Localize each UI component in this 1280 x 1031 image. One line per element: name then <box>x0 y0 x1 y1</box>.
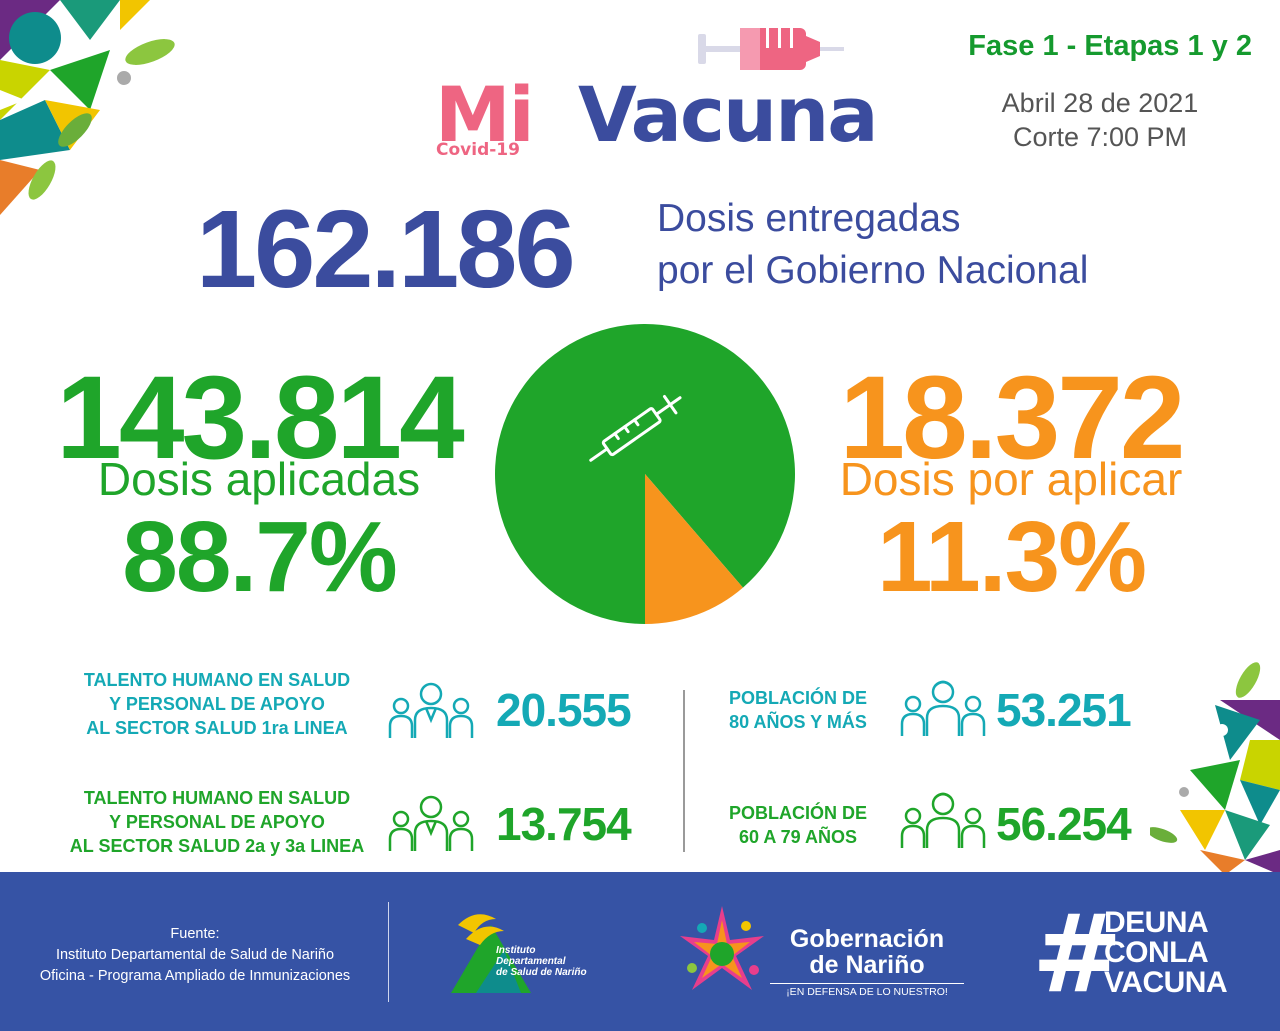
source-line2: Oficina - Programa Ampliado de Inmunizac… <box>39 968 351 984</box>
footer-divider <box>388 902 389 1002</box>
logo-mi-text: Mi <box>435 70 535 159</box>
footer-bar <box>0 872 1280 1031</box>
stat-label-line: POBLACIÓN DE <box>728 803 867 823</box>
gobernacion-star-icon <box>680 906 764 990</box>
decorative-pattern-top-left <box>0 0 175 215</box>
stat-label-line: TALENTO HUMANO EN SALUD <box>83 670 351 690</box>
hashtag-line: DEUNA <box>1104 906 1209 939</box>
stat-label-line: POBLACIÓN DE <box>728 688 867 708</box>
gobernacion-title: Gobernación de Nariño <box>772 926 962 978</box>
doses-pie-chart <box>495 324 795 624</box>
pie-slice-pending <box>645 474 743 624</box>
stat-health-second-third-line-value: 13.754 <box>496 798 632 850</box>
stat-population-80-plus-value: 53.251 <box>996 684 1132 736</box>
elderly-people-icon <box>900 792 986 848</box>
phase-title: Fase 1 - Etapas 1 y 2 <box>968 30 1252 62</box>
hashtag-line: VACUNA <box>1104 966 1228 999</box>
stats-divider <box>683 690 685 852</box>
syringe-pie-icon <box>589 394 682 462</box>
hash-symbol: # <box>1032 892 1123 1017</box>
mivacuna-logo: Mi Vacuna Covid-19 <box>430 18 878 168</box>
gobernacion-narino-logo: Gobernación de Nariño ¡EN DEFENSA DE LO … <box>672 898 972 1013</box>
elderly-people-icon <box>900 680 986 736</box>
pending-doses-value: 18.372 <box>839 352 1186 484</box>
decorative-pattern-bottom-right <box>1150 662 1280 875</box>
delivered-label-line2: por el Gobierno Nacional <box>657 249 1089 292</box>
ids-line: de Salud de Nariño <box>496 967 587 978</box>
source-title: Fuente: <box>170 926 220 942</box>
stat-population-60-79-value: 56.254 <box>996 798 1132 850</box>
health-workers-icon <box>388 682 474 738</box>
ids-line: Departamental <box>496 956 566 967</box>
delivered-doses-value: 162.186 <box>196 188 576 311</box>
report-date: Abril 28 de 2021 <box>1001 88 1199 118</box>
pending-doses-percent: 11.3% <box>876 501 1147 613</box>
stat-label-line: 80 AÑOS Y MÁS <box>729 712 867 732</box>
applied-doses-value: 143.814 <box>56 352 465 484</box>
hashtag-line: CONLA <box>1104 936 1209 969</box>
stat-population-60-79-label: POBLACIÓN DE 60 A 79 AÑOS <box>712 801 884 849</box>
gob-line: Gobernación <box>789 925 945 953</box>
delivered-doses-label: Dosis entregadas por el Gobierno Naciona… <box>657 193 1088 297</box>
stat-label-line: Y PERSONAL DE APOYO <box>109 694 325 714</box>
logo-vacuna-text: Vacuna <box>578 70 878 159</box>
stat-label-line: Y PERSONAL DE APOYO <box>109 812 325 832</box>
stat-health-first-line-value: 20.555 <box>496 684 632 736</box>
logo-covid-text: Covid-19 <box>436 140 520 160</box>
report-cutoff: Corte 7:00 PM <box>1012 122 1188 152</box>
stat-health-first-line-label: TALENTO HUMANO EN SALUD Y PERSONAL DE AP… <box>52 668 382 740</box>
instituto-salud-text: Instituto Departamental de Salud de Nari… <box>496 945 587 978</box>
stat-label-line: 60 A 79 AÑOS <box>738 827 858 847</box>
ids-line: Instituto <box>496 945 536 956</box>
gob-line: de Nariño <box>809 951 925 979</box>
delivered-label-line1: Dosis entregadas <box>657 197 961 240</box>
stat-label-line: AL SECTOR SALUD 1ra LINEA <box>86 718 348 738</box>
source-credits: Fuente: Instituto Departamental de Salud… <box>10 924 380 987</box>
instituto-salud-logo: Instituto Departamental de Salud de Nari… <box>446 905 606 1000</box>
applied-doses-label: Dosis aplicadas <box>97 453 421 505</box>
applied-doses-percent: 88.7% <box>122 501 398 613</box>
pending-doses-label: Dosis por aplicar <box>839 453 1183 505</box>
syringe-logo-icon <box>698 28 844 70</box>
date-block: Abril 28 de 2021 Corte 7:00 PM <box>975 86 1225 154</box>
instituto-salud-mark-icon <box>451 914 531 993</box>
source-line1: Instituto Departamental de Salud de Nari… <box>55 947 335 963</box>
hashtag-campaign: # DEUNA CONLA VACUNA <box>1032 892 1252 1017</box>
stat-health-second-third-line-label: TALENTO HUMANO EN SALUD Y PERSONAL DE AP… <box>52 786 382 858</box>
stat-label-line: AL SECTOR SALUD 2a y 3a LINEA <box>69 836 365 856</box>
hashtag-text: DEUNA CONLA VACUNA <box>1104 906 1228 999</box>
stat-label-line: TALENTO HUMANO EN SALUD <box>83 788 351 808</box>
stat-population-80-plus-label: POBLACIÓN DE 80 AÑOS Y MÁS <box>712 686 884 734</box>
health-workers-icon <box>388 795 474 851</box>
gobernacion-slogan: ¡EN DEFENSA DE LO NUESTRO! <box>770 983 964 998</box>
pie-slice-applied <box>495 324 795 624</box>
